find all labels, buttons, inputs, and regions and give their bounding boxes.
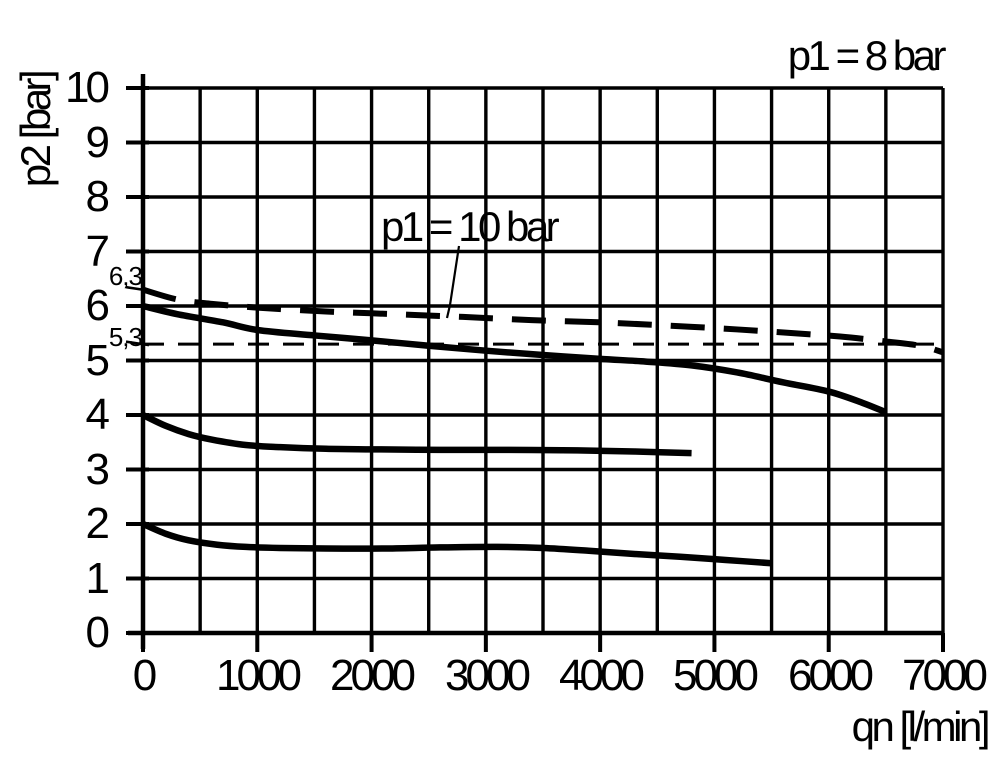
annotation-leader-line <box>445 245 461 319</box>
data-curves <box>141 286 944 567</box>
annotation-leader <box>445 245 461 319</box>
x-tick-label-7000: 7000 <box>902 651 988 700</box>
axes <box>125 74 945 652</box>
x-tick-label-6000: 6000 <box>788 651 874 700</box>
x-tick-label-3000: 3000 <box>445 651 531 700</box>
x-tick-label-2000: 2000 <box>330 651 416 700</box>
p1-8-bar-lower-curve-path <box>141 521 772 567</box>
x-tick-label-1000: 1000 <box>216 651 302 700</box>
y-tick-label-1: 1 <box>85 554 110 603</box>
x-tick-label-5000: 5000 <box>673 651 759 700</box>
p1-10-bar-curve-path <box>142 286 944 356</box>
x-tick-label-4000: 4000 <box>559 651 645 700</box>
y-tick-label-7: 7 <box>85 227 110 276</box>
y-special-label-6-3: 6,3 <box>108 261 143 291</box>
y-tick-label-5: 5 <box>85 336 110 385</box>
p1-10bar-annotation-label: p1 = 10 bar <box>381 203 560 250</box>
y-tick-label-3: 3 <box>85 445 110 494</box>
y-tick-label-0: 0 <box>85 608 110 657</box>
p1-8-bar-upper-curve-path <box>142 302 888 416</box>
y-special-label-5-3: 5,3 <box>108 322 143 352</box>
x-axis-title: qn [l/min] <box>851 703 991 750</box>
y-tick-label-2: 2 <box>85 499 110 548</box>
grid-lines <box>141 86 945 635</box>
p1-8-bar-middle-curve-path <box>141 412 692 457</box>
y-tick-label-4: 4 <box>85 390 110 439</box>
y-tick-label-8: 8 <box>85 172 110 221</box>
x-tick-label-0: 0 <box>132 651 157 700</box>
inlet-pressure-condition-label: p1 = 8 bar <box>787 32 947 79</box>
y-tick-label-9: 9 <box>85 118 110 167</box>
y-tick-label-6: 6 <box>85 281 110 330</box>
y-tick-label-10: 10 <box>65 63 110 112</box>
